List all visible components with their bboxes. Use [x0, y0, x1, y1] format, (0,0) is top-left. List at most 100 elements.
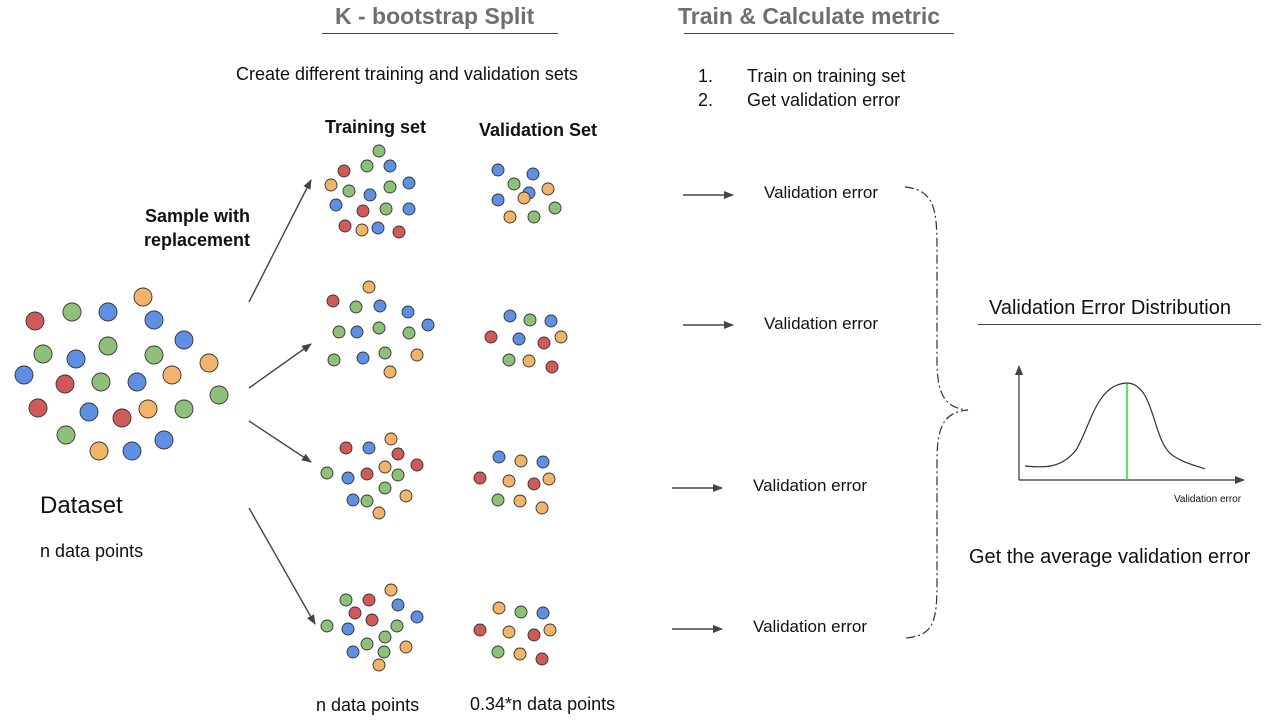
training-count-label: n data points	[316, 695, 420, 715]
training-set-4-point	[348, 606, 362, 620]
sample-arrow-3	[248, 420, 312, 463]
training-set-2-point	[326, 294, 340, 308]
validation-set-2-point	[512, 332, 526, 346]
training-set-3-point	[391, 468, 405, 482]
dataset-point	[55, 374, 75, 394]
sample-arrow-4	[248, 507, 316, 625]
dataset-point	[144, 345, 164, 365]
training-set-1-point	[360, 159, 374, 173]
dataset-title: Dataset	[40, 492, 123, 519]
dataset-point	[33, 344, 53, 364]
training-set-4-point	[377, 645, 391, 659]
training-set-4-point	[372, 658, 386, 672]
training-set-2-point	[378, 346, 392, 360]
training-set-3-point	[360, 467, 374, 481]
dataset-point	[138, 399, 158, 419]
validation-set-4-point	[536, 606, 550, 620]
dataset-point	[28, 398, 48, 418]
validation-set-3-point	[527, 477, 541, 491]
metric-step-1-number: 1.	[698, 66, 714, 86]
validation-set-4-point	[543, 623, 557, 637]
training-set-4-point	[346, 645, 360, 659]
training-set-4-point	[410, 610, 424, 624]
training-set-3-point	[320, 466, 334, 480]
validation-set-3-point	[502, 474, 516, 488]
dataset-point	[98, 302, 118, 322]
dataset-point	[174, 399, 194, 419]
validation-error-label-1: Validation error	[764, 183, 879, 202]
dataset-point	[79, 402, 99, 422]
training-set-1-point	[363, 188, 377, 202]
dataset-point	[98, 336, 118, 356]
validation-error-label-2: Validation error	[764, 314, 879, 333]
dataset-count: n data points	[40, 541, 144, 561]
training-set-4-point	[360, 637, 374, 651]
validation-set-3-point	[536, 455, 550, 469]
validation-set-1-point	[527, 210, 541, 224]
training-set-3-point	[410, 458, 424, 472]
validation-set-2-point	[503, 309, 517, 323]
training-set-1-point	[337, 164, 351, 178]
validation-error-label-4: Validation error	[753, 617, 868, 636]
training-set-2-point	[383, 365, 397, 379]
average-error-conclusion: Get the average validation error	[969, 546, 1251, 568]
dataset-point	[62, 302, 82, 322]
data-points-layer	[14, 144, 568, 672]
training-set-4-point	[339, 593, 353, 607]
sample-with-replacement-line-1: Sample with	[145, 206, 251, 226]
training-set-2-point	[332, 325, 346, 339]
validation-set-1-point	[526, 167, 540, 181]
validation-set-1-point	[491, 163, 505, 177]
training-set-3-point	[346, 493, 360, 507]
validation-set-2-point	[502, 353, 516, 367]
training-set-1-point	[383, 180, 397, 194]
training-set-2-point	[356, 351, 370, 365]
training-set-1-point	[372, 144, 386, 158]
validation-set-1-point	[503, 210, 517, 224]
training-set-1-point	[392, 225, 406, 239]
training-set-1-point	[356, 204, 370, 218]
training-set-4-point	[365, 613, 379, 627]
training-set-4-point	[362, 593, 376, 607]
dataset-point	[25, 311, 45, 331]
training-set-3-point	[372, 506, 386, 520]
validation-set-3-point	[491, 493, 505, 507]
training-set-2-point	[372, 321, 386, 335]
metric-section-title: Train & Calculate metric	[678, 3, 941, 29]
validation-set-2-point	[484, 330, 498, 344]
training-set-1-point	[383, 159, 397, 173]
training-set-3-point	[378, 481, 392, 495]
validation-set-2-point	[554, 330, 568, 344]
validation-set-1-point	[517, 191, 531, 205]
dataset-point	[127, 372, 147, 392]
validation-set-3-point	[513, 494, 527, 508]
dataset-point	[89, 441, 109, 461]
training-set-1-point	[402, 176, 416, 190]
sample-with-replacement-line-2: replacement	[144, 230, 251, 250]
grouping-brace	[904, 186, 969, 639]
training-set-1-point	[379, 202, 393, 216]
dataset-point	[162, 365, 182, 385]
validation-set-4-point	[502, 625, 516, 639]
validation-set-4-point	[513, 647, 527, 661]
distribution-title-underline	[978, 324, 1261, 325]
dataset-point	[66, 349, 86, 369]
distribution-axis-label: Validation error	[1174, 494, 1242, 505]
metric-title-underline	[684, 33, 954, 34]
training-set-3-point	[360, 494, 374, 508]
validation-set-4-point	[492, 601, 506, 615]
validation-set-1-point	[491, 193, 505, 207]
validation-set-1-point	[548, 201, 562, 215]
dataset-point	[122, 441, 142, 461]
training-set-4-point	[320, 619, 334, 633]
validation-set-3-point	[542, 472, 556, 486]
dataset-point	[56, 425, 76, 445]
training-set-3-point	[384, 432, 398, 446]
validation-set-1-point	[507, 177, 521, 191]
validation-set-4-point	[514, 605, 528, 619]
dataset-point	[174, 330, 194, 350]
validation-count-label: 0.34*n data points	[470, 694, 616, 714]
validation-error-label-3: Validation error	[753, 476, 868, 495]
training-set-3-point	[341, 471, 355, 485]
validation-set-4-point	[527, 628, 541, 642]
